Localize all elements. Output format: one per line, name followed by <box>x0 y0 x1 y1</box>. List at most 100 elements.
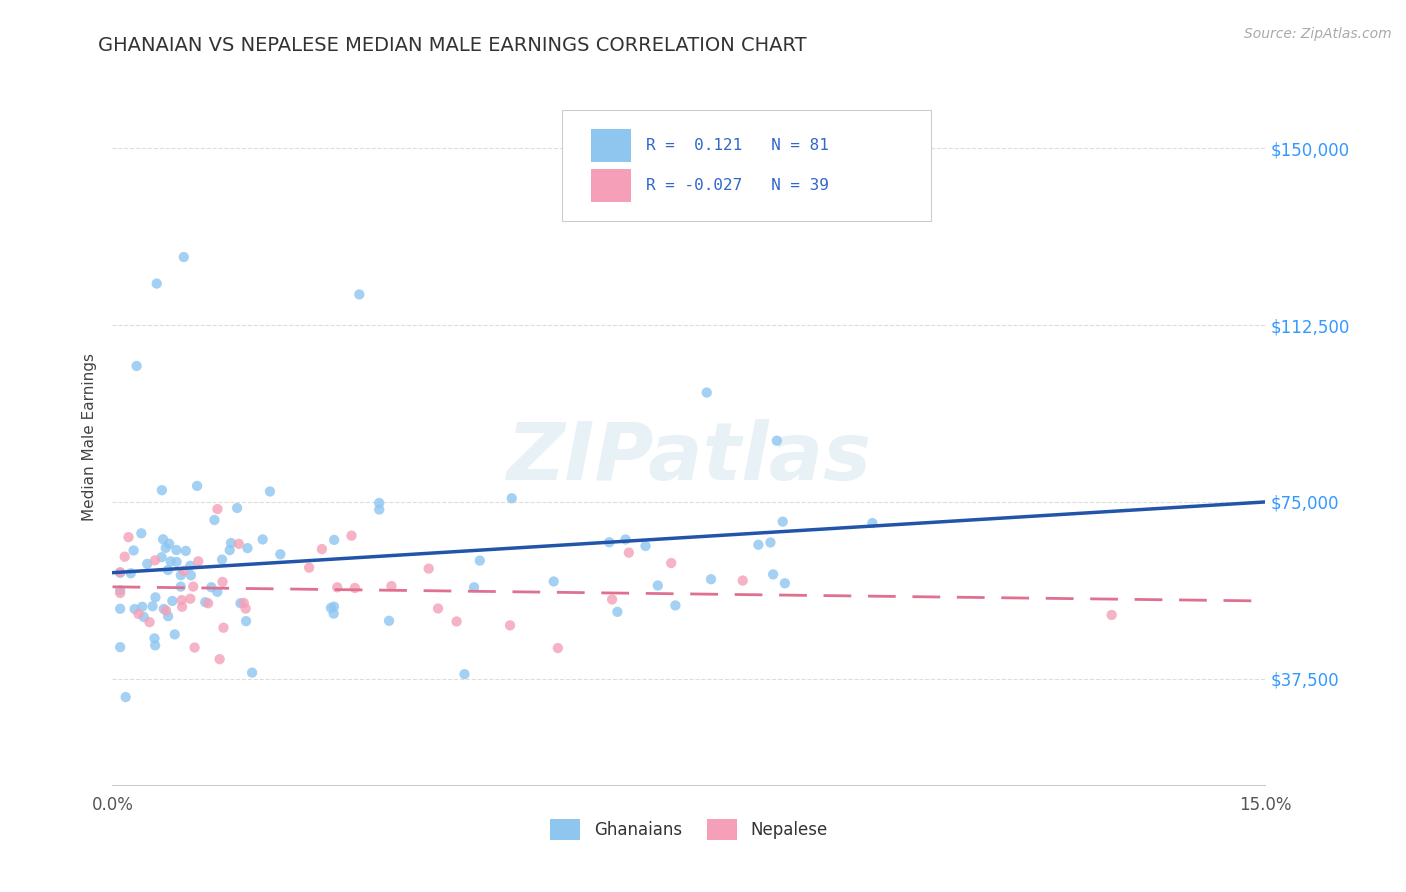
Point <box>606 605 628 619</box>
Point <box>166 555 188 569</box>
Point <box>207 502 229 516</box>
Point <box>108 566 131 580</box>
FancyBboxPatch shape <box>562 110 931 221</box>
Point <box>463 580 485 594</box>
Legend: Ghanaians, Nepalese: Ghanaians, Nepalese <box>544 813 834 847</box>
Point <box>204 513 226 527</box>
Point <box>236 541 259 555</box>
FancyBboxPatch shape <box>591 169 631 202</box>
Point <box>131 526 153 541</box>
Point <box>298 560 321 574</box>
Point <box>174 544 197 558</box>
Point <box>194 595 217 609</box>
Point <box>322 599 344 614</box>
Point <box>219 536 242 550</box>
Point <box>378 614 401 628</box>
Point <box>427 601 450 615</box>
Point <box>138 615 160 630</box>
Point <box>762 567 785 582</box>
Text: Source: ZipAtlas.com: Source: ZipAtlas.com <box>1244 27 1392 41</box>
Point <box>157 537 180 551</box>
Point <box>322 607 344 621</box>
Point <box>759 535 782 549</box>
Point <box>165 543 187 558</box>
Point <box>326 580 349 594</box>
Point <box>179 591 201 606</box>
Point <box>208 652 231 666</box>
Point <box>547 641 569 656</box>
Point <box>453 667 475 681</box>
Point <box>766 434 789 448</box>
Point <box>181 580 204 594</box>
Point <box>659 556 682 570</box>
Text: GHANAIAN VS NEPALESE MEDIAN MALE EARNINGS CORRELATION CHART: GHANAIAN VS NEPALESE MEDIAN MALE EARNING… <box>98 36 807 54</box>
Point <box>446 615 468 629</box>
Point <box>117 530 139 544</box>
Point <box>212 621 235 635</box>
Point <box>152 533 174 547</box>
Point <box>173 250 195 264</box>
Point <box>170 580 193 594</box>
Point <box>380 579 402 593</box>
Point <box>598 535 620 549</box>
Point <box>207 584 229 599</box>
Point <box>647 578 669 592</box>
Point <box>211 574 233 589</box>
Point <box>157 609 180 624</box>
Point <box>218 543 240 558</box>
Point <box>179 558 201 573</box>
Point <box>145 277 167 291</box>
Point <box>664 599 686 613</box>
Point <box>120 566 142 581</box>
Point <box>186 479 208 493</box>
Point <box>143 632 166 646</box>
Point <box>269 547 291 561</box>
Point <box>543 574 565 589</box>
Text: R = -0.027   N = 39: R = -0.027 N = 39 <box>647 178 830 193</box>
Point <box>155 603 177 617</box>
Point <box>252 533 274 547</box>
Point <box>143 639 166 653</box>
Point <box>773 576 796 591</box>
Point <box>226 500 249 515</box>
Point <box>235 601 257 615</box>
Text: ZIPatlas: ZIPatlas <box>506 419 872 497</box>
Point <box>600 592 623 607</box>
Point <box>860 516 883 530</box>
Point <box>368 502 391 516</box>
Point <box>731 574 754 588</box>
Point <box>114 690 136 704</box>
Point <box>229 596 252 610</box>
Point <box>145 591 167 605</box>
Point <box>259 484 281 499</box>
Point <box>343 581 366 595</box>
Text: R =  0.121   N = 81: R = 0.121 N = 81 <box>647 138 830 153</box>
Point <box>747 538 769 552</box>
Point <box>163 627 186 641</box>
Point <box>349 287 371 301</box>
Point <box>114 549 136 564</box>
Point <box>108 586 131 600</box>
Point <box>156 563 179 577</box>
Point <box>1101 607 1123 622</box>
Point <box>468 553 491 567</box>
Point <box>143 553 166 567</box>
Point <box>128 607 150 621</box>
Point <box>418 561 440 575</box>
Point <box>173 564 195 578</box>
Point <box>614 533 637 547</box>
Point <box>634 539 657 553</box>
Point <box>159 554 181 568</box>
Point <box>211 552 233 566</box>
Point <box>197 596 219 610</box>
Point <box>108 640 131 654</box>
Point <box>132 610 155 624</box>
Y-axis label: Median Male Earnings: Median Male Earnings <box>82 353 97 521</box>
Point <box>183 640 205 655</box>
Point <box>319 601 342 615</box>
Point <box>240 665 263 680</box>
Point <box>180 568 202 582</box>
Point <box>152 602 174 616</box>
Point <box>150 550 173 565</box>
Point <box>155 541 177 555</box>
